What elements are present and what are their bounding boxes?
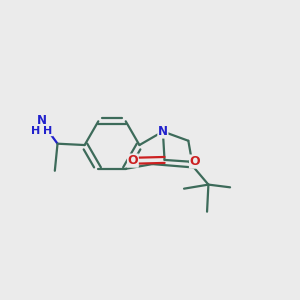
Text: N: N [158, 125, 168, 138]
Text: H: H [43, 126, 52, 136]
Text: O: O [128, 154, 138, 167]
Text: O: O [190, 155, 200, 168]
Text: H: H [31, 126, 40, 136]
Text: N: N [37, 114, 46, 127]
